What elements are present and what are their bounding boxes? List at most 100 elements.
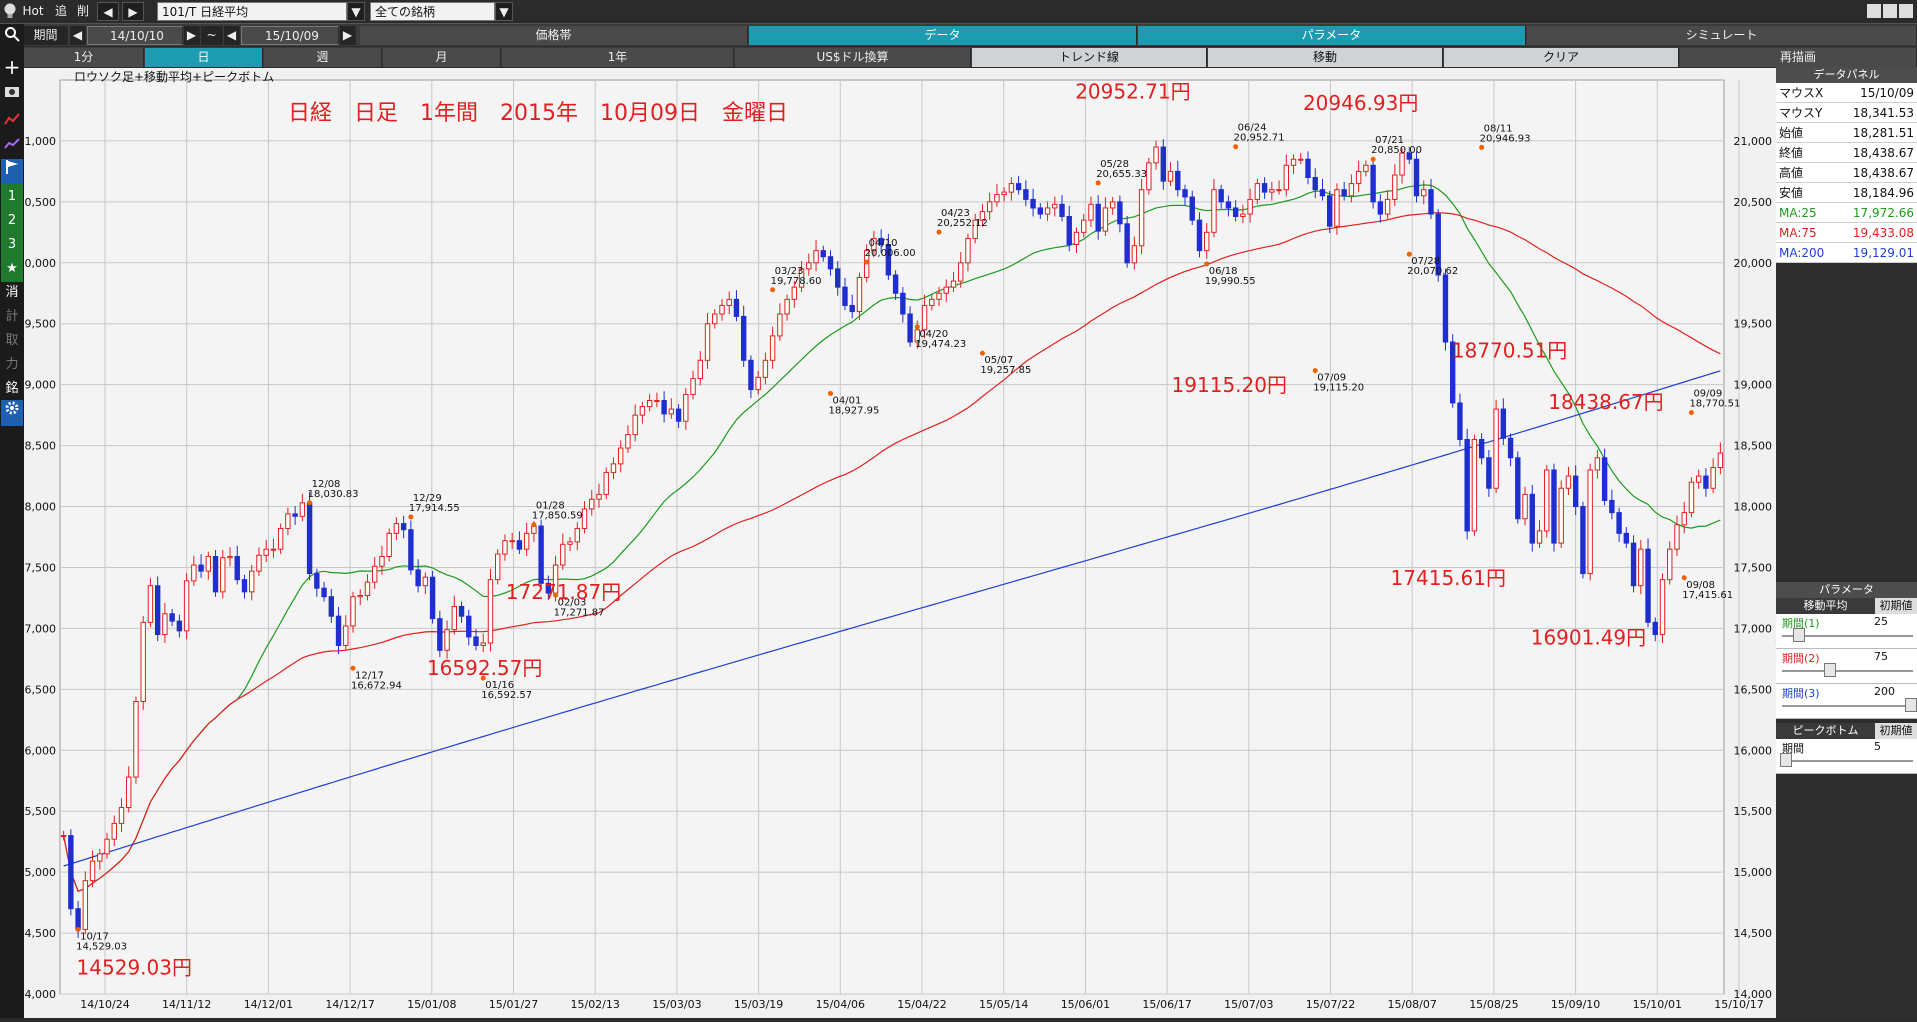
date-to-field[interactable]: 15/10/09 xyxy=(241,26,339,45)
filter-dropdown-icon[interactable]: ▼ xyxy=(495,2,513,21)
candle-body xyxy=(1458,403,1462,440)
symbol-button[interactable]: 銘 xyxy=(1,376,23,402)
symbol-dropdown-icon[interactable]: ▼ xyxy=(347,2,365,21)
next-button[interactable]: ▶ xyxy=(122,2,144,21)
symbol-field[interactable]: 101/T 日経平均 xyxy=(157,2,347,21)
peak-period-param[interactable]: 期間 5 xyxy=(1776,739,1917,774)
ma-period-slider-track[interactable] xyxy=(1782,670,1913,672)
maximize-icon[interactable] xyxy=(1883,4,1897,18)
peak-period-value[interactable]: 5 xyxy=(1874,740,1881,753)
add-button[interactable]: 追 xyxy=(52,2,70,21)
peak-marker xyxy=(531,522,536,527)
candle-body xyxy=(951,281,955,287)
move-button[interactable]: 移動 xyxy=(1208,48,1443,67)
settings-gear-icon[interactable] xyxy=(1,400,23,426)
candle-body xyxy=(575,528,579,541)
interval-1min[interactable]: 1分 xyxy=(24,48,144,67)
tab-parameters[interactable]: パラメータ xyxy=(1138,26,1526,45)
calc-button[interactable]: 計 xyxy=(1,304,23,330)
ma-period-param-1[interactable]: 期間(1)25 xyxy=(1776,614,1917,649)
y-tick-label-right: 17,500 xyxy=(1734,561,1773,574)
peak-period-slider-knob[interactable] xyxy=(1780,753,1792,767)
price-annotation: 17271.87円 xyxy=(506,580,621,604)
y-tick-label-left: 19,000 xyxy=(24,379,56,392)
ma-period-value[interactable]: 75 xyxy=(1874,650,1888,663)
candle-body xyxy=(655,401,659,402)
from-prev-button[interactable]: ◀ xyxy=(70,26,86,45)
candle-body xyxy=(315,574,319,589)
chart-canvas[interactable]: 10/1714,529.0312/0818,030.8312/1716,672.… xyxy=(24,68,1776,1018)
preset-2-button[interactable]: 2 xyxy=(1,208,23,234)
price-annotation: 20952.71円 xyxy=(1075,79,1190,103)
candle-body xyxy=(568,542,572,544)
peak-init-button[interactable]: 初期値 xyxy=(1875,723,1917,739)
interval-month[interactable]: 月 xyxy=(383,48,501,67)
tab-simulate[interactable]: シミュレート xyxy=(1527,26,1917,45)
ma-period-param-2[interactable]: 期間(2)75 xyxy=(1776,649,1917,684)
ma-period-slider-track[interactable] xyxy=(1782,705,1913,707)
candle-body xyxy=(1299,159,1303,160)
tab-price-band[interactable]: 価格帯 xyxy=(360,26,748,45)
camera-icon[interactable] xyxy=(1,82,23,108)
close-icon[interactable] xyxy=(1899,4,1913,18)
flag-icon[interactable] xyxy=(1,159,23,185)
data-panel-key: マウスY xyxy=(1776,103,1837,123)
peak-value-label: 20,655.33 xyxy=(1096,169,1147,180)
ma-period-value[interactable]: 200 xyxy=(1874,685,1895,698)
minimize-icon[interactable] xyxy=(1867,4,1881,18)
candle-body xyxy=(662,401,666,414)
candle-body xyxy=(496,554,500,580)
plus-icon[interactable]: + xyxy=(1,54,23,80)
date-from-field[interactable]: 14/10/10 xyxy=(87,26,183,45)
y-tick-label-left: 19,500 xyxy=(24,318,56,331)
candle-body xyxy=(640,407,644,416)
candle-body xyxy=(127,777,131,807)
hot-button[interactable]: Hot xyxy=(20,2,46,21)
ma-init-button[interactable]: 初期値 xyxy=(1875,598,1917,614)
tab-data[interactable]: データ xyxy=(749,26,1137,45)
interval-1year[interactable]: 1年 xyxy=(502,48,734,67)
prev-button[interactable]: ◀ xyxy=(97,2,119,21)
candle-body xyxy=(807,263,811,269)
erase-button[interactable]: 消 xyxy=(1,280,23,306)
data-panel-key: マウスX xyxy=(1776,83,1837,103)
search-icon[interactable] xyxy=(1,26,23,52)
preset-3-button[interactable]: 3 xyxy=(1,232,23,258)
trendline-button[interactable]: トレンド線 xyxy=(972,48,1207,67)
trade-button[interactable]: 取 xyxy=(1,328,23,354)
star-icon[interactable]: ★ xyxy=(1,256,23,282)
peak-marker xyxy=(1096,180,1101,185)
candle-body xyxy=(235,556,239,579)
candle-body xyxy=(647,401,651,407)
usd-convert-button[interactable]: US$ドル換算 xyxy=(735,48,971,67)
candle-body xyxy=(1053,204,1057,208)
to-prev-button[interactable]: ◀ xyxy=(224,26,240,45)
candle-body xyxy=(1624,533,1628,543)
ma-period-slider-knob[interactable] xyxy=(1824,663,1836,677)
ma-period-slider-knob[interactable] xyxy=(1793,628,1805,642)
redraw-button[interactable]: 再描画 xyxy=(1680,48,1917,67)
filter-field[interactable]: 全ての銘柄 xyxy=(370,2,495,21)
to-next-button[interactable]: ▶ xyxy=(340,26,356,45)
peak-value-label: 16,672.94 xyxy=(351,680,402,691)
power-button[interactable]: 力 xyxy=(1,352,23,378)
ma-period-value[interactable]: 25 xyxy=(1874,615,1888,628)
chart-red-icon[interactable] xyxy=(1,110,23,136)
from-next-button[interactable]: ▶ xyxy=(184,26,200,45)
interval-week[interactable]: 週 xyxy=(264,48,382,67)
data-panel-key: MA:25 xyxy=(1776,203,1837,223)
candle-body xyxy=(1400,153,1404,175)
chart-purple-icon[interactable] xyxy=(1,134,23,160)
preset-1-button[interactable]: 1 xyxy=(1,184,23,210)
clear-button[interactable]: クリア xyxy=(1444,48,1679,67)
interval-day[interactable]: 日 xyxy=(145,48,263,67)
left-toolbar: + 1 2 3 ★ 消 計 取 力 銘 xyxy=(0,24,24,1018)
peak-period-slider-track[interactable] xyxy=(1782,760,1913,762)
ma-period-param-3[interactable]: 期間(3)200 xyxy=(1776,684,1917,719)
candle-body xyxy=(1393,175,1397,199)
bulb-icon[interactable] xyxy=(2,2,18,21)
ma-period-slider-knob[interactable] xyxy=(1905,698,1917,712)
delete-button[interactable]: 削 xyxy=(74,2,92,21)
